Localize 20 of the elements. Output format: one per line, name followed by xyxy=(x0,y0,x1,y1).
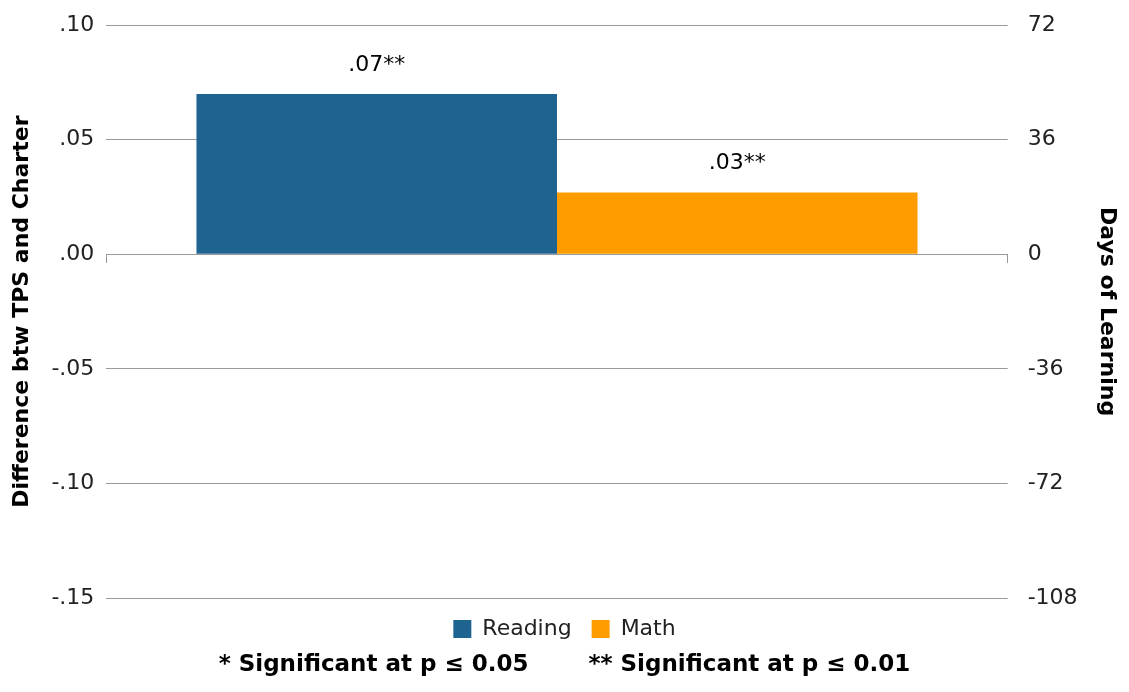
legend-label: Reading xyxy=(482,614,572,640)
y-axis-title: Difference btw TPS and Charter xyxy=(7,115,33,508)
y2-tick-label: -108 xyxy=(1027,583,1078,609)
y2-axis-title: Days of Learning xyxy=(1096,207,1122,417)
text: * Significant at p ≤ 0.05 xyxy=(218,650,529,676)
y2-tick-label: -36 xyxy=(1027,354,1064,380)
text: ** Significant at p ≤ 0.01 xyxy=(588,650,911,676)
y-tick-label: .10 xyxy=(59,10,95,36)
y2-tick-label: 0 xyxy=(1027,240,1042,266)
data-label: .03** xyxy=(708,149,766,175)
y-tick-label: .00 xyxy=(59,240,95,266)
y2-tick-label: -72 xyxy=(1027,469,1064,495)
y2-tick-label: 72 xyxy=(1027,10,1056,36)
legend-label: Math xyxy=(620,614,676,640)
y-tick-label: .05 xyxy=(59,125,95,151)
data-label: .07** xyxy=(348,50,406,76)
y-tick-label: -.15 xyxy=(51,583,95,609)
y2-tick-label: 36 xyxy=(1027,125,1056,151)
y-tick-label: -.10 xyxy=(51,469,95,495)
y-tick-label: -.05 xyxy=(51,354,95,380)
